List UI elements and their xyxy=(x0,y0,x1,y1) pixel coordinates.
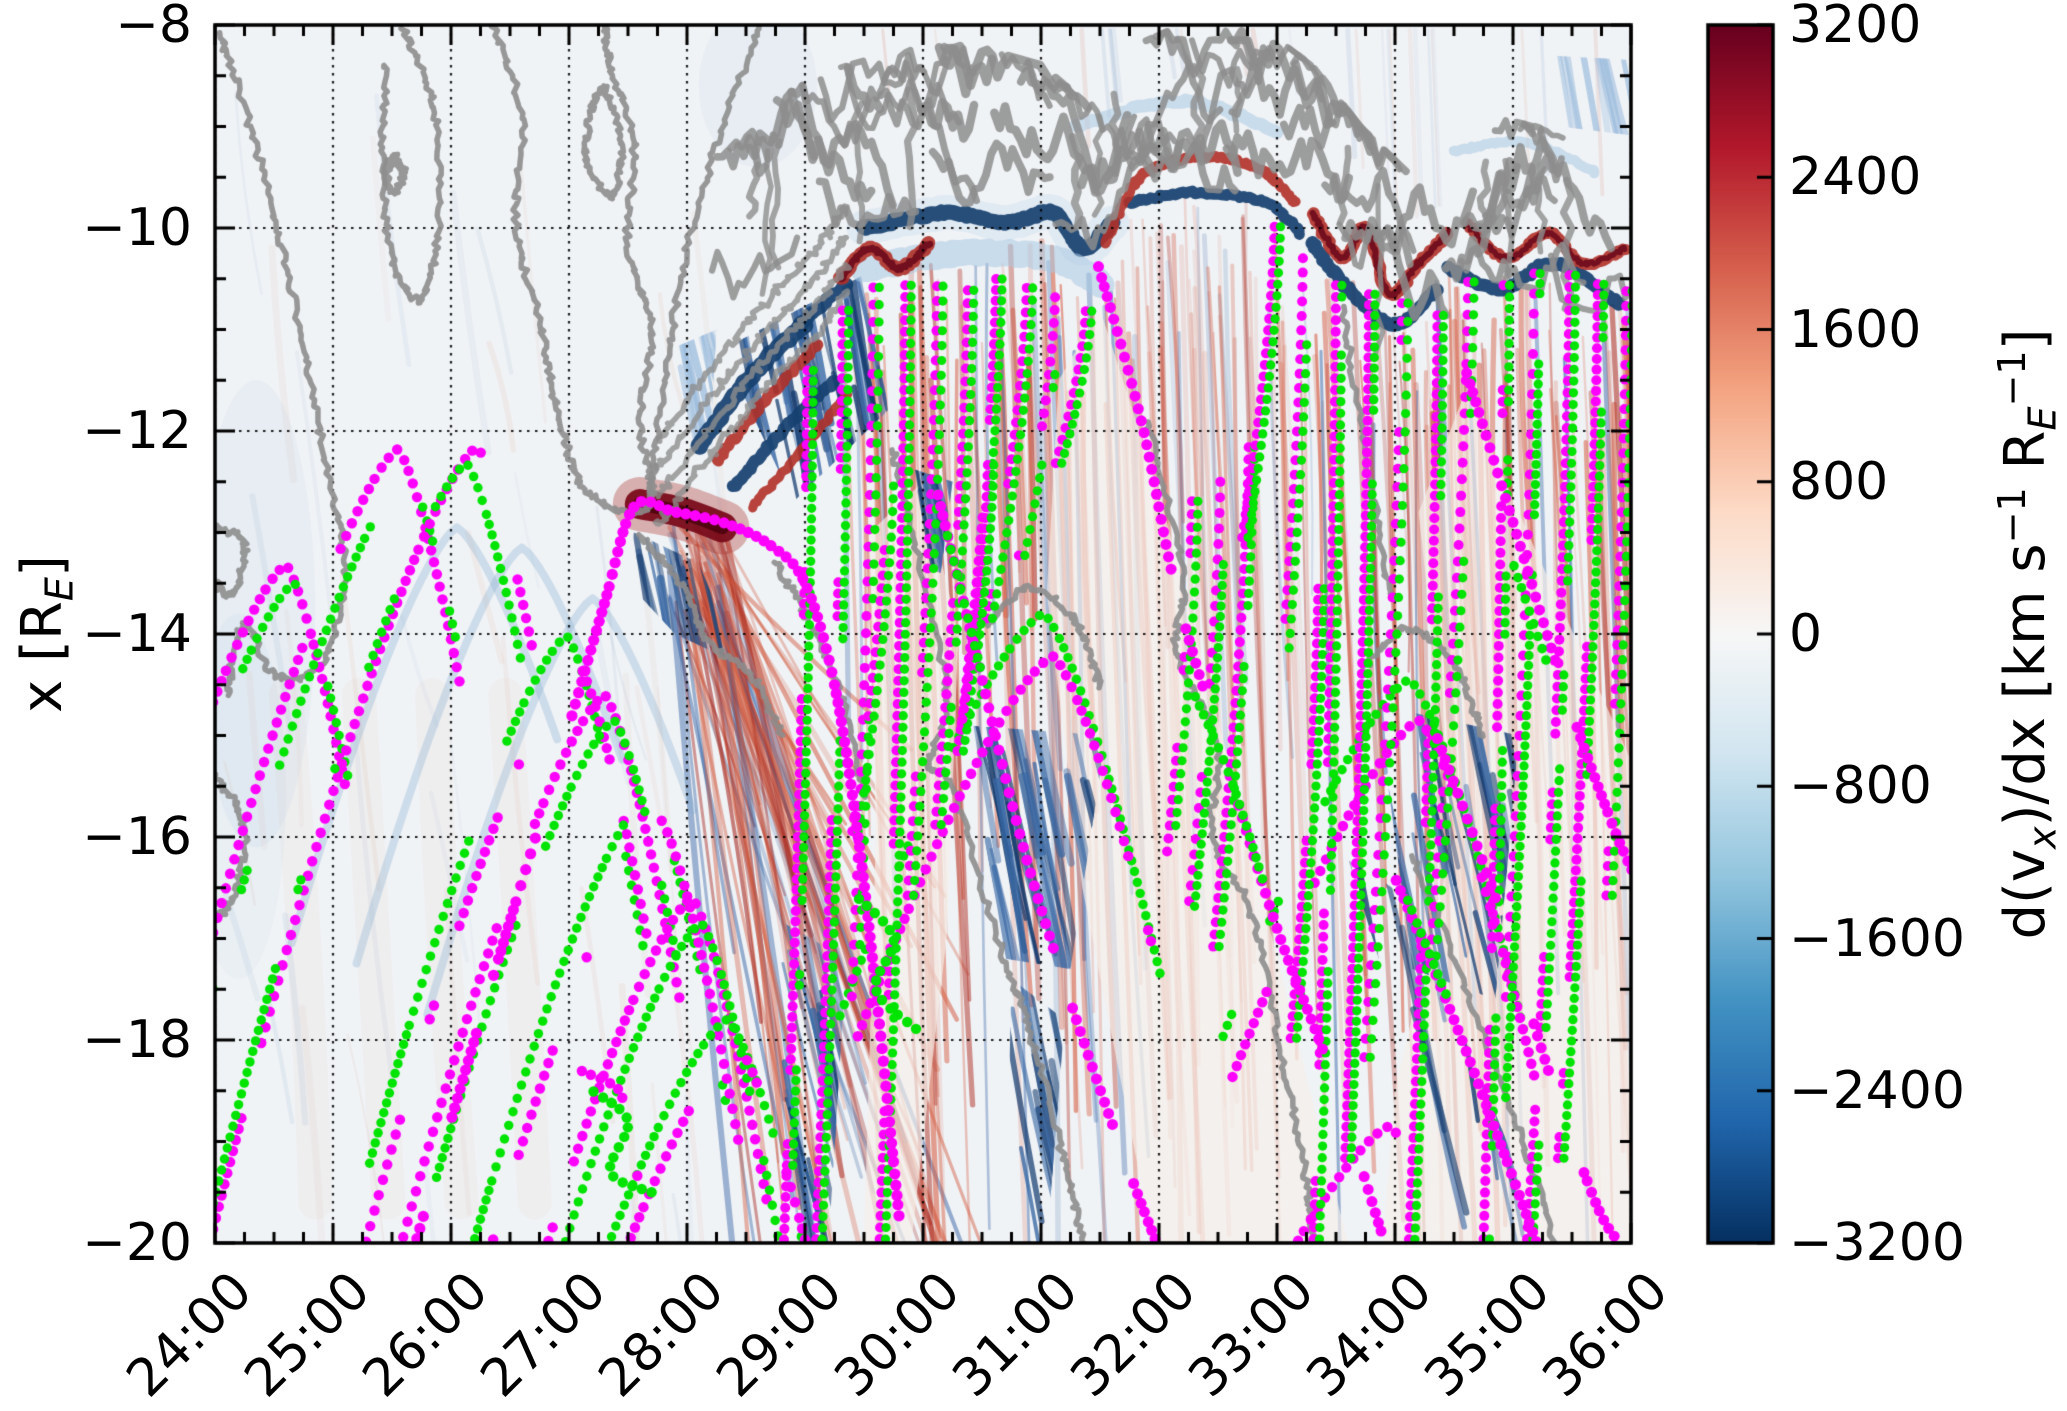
colorbar-tick-label: 3200 xyxy=(1789,0,1922,55)
colorbar-tick-label: 0 xyxy=(1789,604,1823,664)
y-tick-label: −14 xyxy=(82,604,192,664)
y-axis-label: x [RE] xyxy=(10,555,82,713)
colorbar-tick-label: −3200 xyxy=(1789,1213,1965,1273)
y-tick-label: −12 xyxy=(82,401,192,461)
y-tick-label: −10 xyxy=(82,198,192,258)
colorbar-tick-label: −2400 xyxy=(1789,1060,1965,1121)
y-tick-label: −8 xyxy=(115,0,192,55)
colorbar-tick-label: −1600 xyxy=(1789,908,1965,969)
y-tick-label: −18 xyxy=(82,1010,192,1070)
colorbar-tick-label: 2400 xyxy=(1789,147,1922,208)
colorbar-label: d(vx)/dx [km s−1 RE−1] xyxy=(1990,328,2065,940)
colorbar-tick-label: −800 xyxy=(1789,756,1932,817)
colorbar-tick-label: 800 xyxy=(1789,451,1889,512)
y-tick-label: −16 xyxy=(82,807,192,867)
colorbar-tick-label: 1600 xyxy=(1789,299,1922,360)
y-tick-label: −20 xyxy=(82,1213,192,1273)
